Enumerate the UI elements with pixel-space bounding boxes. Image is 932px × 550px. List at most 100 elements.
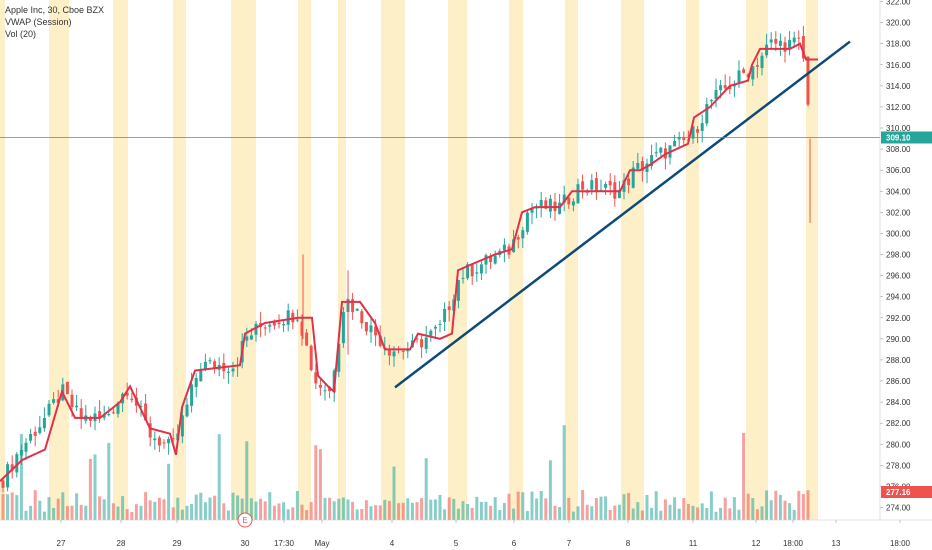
candle (755, 65, 759, 67)
trendline[interactable] (394, 40, 851, 389)
session-band (113, 0, 128, 520)
candle (387, 349, 391, 356)
candle (567, 197, 571, 205)
candle (167, 438, 171, 444)
volume-bar (259, 498, 263, 520)
candle (728, 86, 732, 90)
candle (631, 167, 635, 188)
volume-bar (102, 499, 106, 520)
session-band (298, 0, 311, 520)
candle (489, 256, 493, 263)
candle (70, 394, 74, 408)
volume-bar (369, 506, 373, 520)
candle (378, 335, 382, 346)
volume-bar (180, 509, 184, 520)
volume-bar (420, 498, 424, 520)
candle (548, 198, 552, 212)
volume-bar (291, 507, 295, 520)
volume-bar (84, 505, 88, 520)
candle (797, 37, 801, 39)
candle (38, 427, 42, 433)
candle (15, 454, 19, 473)
volume-bar (378, 505, 382, 520)
candle (502, 244, 506, 251)
candle (148, 423, 152, 438)
candle (719, 85, 723, 91)
volume-bar (70, 505, 74, 520)
candle (447, 306, 451, 311)
legend-title: Apple Inc, 30, Cboe BZX (5, 5, 105, 15)
volume-bar (709, 491, 713, 520)
candle (420, 339, 424, 348)
candle (576, 184, 580, 204)
candle (29, 433, 33, 441)
volume-bar (47, 497, 51, 520)
candle (617, 190, 621, 199)
candle (484, 255, 488, 265)
candle (52, 399, 56, 403)
price-tick-label: 304.00 (886, 187, 911, 196)
volume-bar (1, 494, 5, 520)
session-band (448, 0, 467, 520)
candle (111, 412, 115, 414)
candle (429, 330, 433, 336)
volume-bar (765, 490, 769, 520)
volume-bar (581, 490, 585, 520)
volume-bar (650, 507, 654, 520)
volume-bar (33, 490, 37, 520)
volume-bar (190, 503, 194, 520)
volume-bar (461, 501, 465, 520)
candle (751, 66, 755, 80)
volume-bar (15, 495, 19, 520)
candle (470, 264, 474, 277)
volume-bar (401, 502, 405, 520)
time-tick-label: May (314, 539, 329, 548)
volume-bar (29, 505, 33, 520)
volume-bar (249, 498, 253, 520)
volume-bar (433, 499, 437, 520)
volume-bar (134, 504, 138, 520)
candle (466, 264, 470, 279)
candle (305, 332, 309, 346)
price-tick-label: 290.00 (886, 335, 911, 344)
volume-bar (751, 498, 755, 520)
candle (774, 38, 778, 44)
candle (479, 264, 483, 274)
volume-bar (456, 508, 460, 520)
earnings-marker-circle[interactable] (237, 512, 253, 528)
candle (144, 403, 148, 421)
candle (190, 384, 194, 406)
volume-bar (10, 492, 14, 520)
volume-bar (392, 466, 396, 520)
volume-bar (498, 509, 502, 520)
volume-bar (645, 495, 649, 520)
candle (369, 325, 373, 333)
volume-bar (484, 501, 488, 520)
price-tick-label: 314.00 (886, 82, 911, 91)
volume-bar (571, 511, 575, 520)
session-band (806, 0, 818, 520)
volume-bar (217, 434, 221, 520)
price-tick-label: 278.00 (886, 461, 911, 470)
candle (516, 237, 520, 240)
session-band (231, 0, 256, 520)
volume-bar (24, 510, 28, 520)
volume-bar (387, 500, 391, 520)
volume-bar (355, 509, 359, 520)
volume-bar (277, 503, 281, 520)
time-tick-label: 8 (626, 539, 631, 548)
volume-bars (1, 425, 810, 520)
volume-bar (199, 492, 203, 520)
volume-bar (318, 449, 322, 520)
candle (226, 371, 230, 373)
price-tick-label: 308.00 (886, 145, 911, 154)
volume-bar (562, 425, 566, 520)
candle (778, 40, 782, 46)
time-tick-label: 30 (241, 539, 250, 548)
candle (295, 319, 299, 321)
volume-bar (755, 509, 759, 520)
volume-bar (52, 507, 56, 520)
session-band (173, 0, 186, 520)
